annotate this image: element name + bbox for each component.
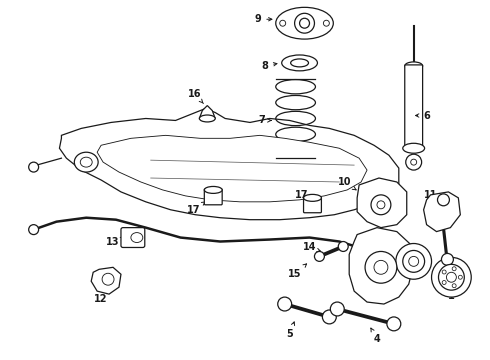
Ellipse shape	[303, 194, 321, 201]
Circle shape	[446, 272, 456, 282]
Circle shape	[280, 20, 286, 26]
Ellipse shape	[131, 233, 143, 243]
Ellipse shape	[405, 62, 422, 70]
FancyBboxPatch shape	[303, 197, 321, 213]
Circle shape	[439, 264, 465, 290]
Circle shape	[374, 260, 388, 274]
FancyBboxPatch shape	[405, 65, 422, 146]
Ellipse shape	[204, 186, 222, 193]
Circle shape	[452, 284, 456, 288]
Ellipse shape	[403, 143, 425, 153]
Ellipse shape	[282, 55, 318, 71]
Text: 5: 5	[286, 322, 294, 339]
Circle shape	[299, 18, 310, 28]
Circle shape	[322, 310, 336, 324]
Circle shape	[377, 201, 385, 209]
FancyBboxPatch shape	[204, 189, 222, 205]
Circle shape	[396, 243, 432, 279]
Text: 16: 16	[188, 89, 203, 103]
Text: 4: 4	[371, 328, 380, 344]
Circle shape	[330, 302, 344, 316]
Text: 12: 12	[95, 290, 108, 304]
Ellipse shape	[276, 7, 333, 39]
Text: 8: 8	[261, 61, 277, 71]
Circle shape	[315, 251, 324, 261]
Circle shape	[406, 154, 421, 170]
Ellipse shape	[291, 59, 309, 67]
Circle shape	[29, 225, 39, 235]
Circle shape	[438, 194, 449, 206]
Circle shape	[365, 251, 397, 283]
Text: 15: 15	[288, 264, 307, 279]
Circle shape	[432, 257, 471, 297]
Text: 17: 17	[295, 190, 314, 200]
Circle shape	[442, 280, 446, 284]
Polygon shape	[91, 267, 121, 294]
Circle shape	[323, 20, 329, 26]
Circle shape	[29, 162, 39, 172]
Circle shape	[387, 317, 401, 331]
Ellipse shape	[74, 152, 98, 172]
Circle shape	[458, 275, 462, 279]
Text: 10: 10	[338, 177, 356, 190]
Polygon shape	[199, 105, 215, 118]
Text: 13: 13	[106, 237, 124, 247]
Circle shape	[403, 251, 425, 272]
Circle shape	[278, 297, 292, 311]
Circle shape	[338, 242, 348, 251]
Text: 9: 9	[254, 14, 272, 24]
Circle shape	[371, 195, 391, 215]
Circle shape	[411, 159, 416, 165]
Text: 17: 17	[187, 202, 205, 215]
Circle shape	[294, 13, 315, 33]
Polygon shape	[349, 228, 414, 304]
Text: 2: 2	[402, 258, 409, 272]
FancyBboxPatch shape	[121, 228, 145, 247]
Text: 7: 7	[259, 116, 271, 126]
Text: 1: 1	[448, 285, 455, 301]
Text: 11: 11	[424, 190, 437, 206]
Circle shape	[369, 247, 379, 256]
Polygon shape	[97, 135, 367, 202]
Text: 6: 6	[416, 111, 430, 121]
Polygon shape	[424, 192, 460, 231]
Text: 14: 14	[303, 243, 320, 252]
Circle shape	[442, 270, 446, 274]
Polygon shape	[357, 178, 407, 228]
Circle shape	[452, 267, 456, 271]
Polygon shape	[59, 109, 399, 220]
Text: 3: 3	[362, 270, 368, 286]
Ellipse shape	[80, 157, 92, 167]
Circle shape	[102, 273, 114, 285]
Circle shape	[441, 253, 453, 265]
Circle shape	[409, 256, 418, 266]
Ellipse shape	[199, 115, 215, 122]
